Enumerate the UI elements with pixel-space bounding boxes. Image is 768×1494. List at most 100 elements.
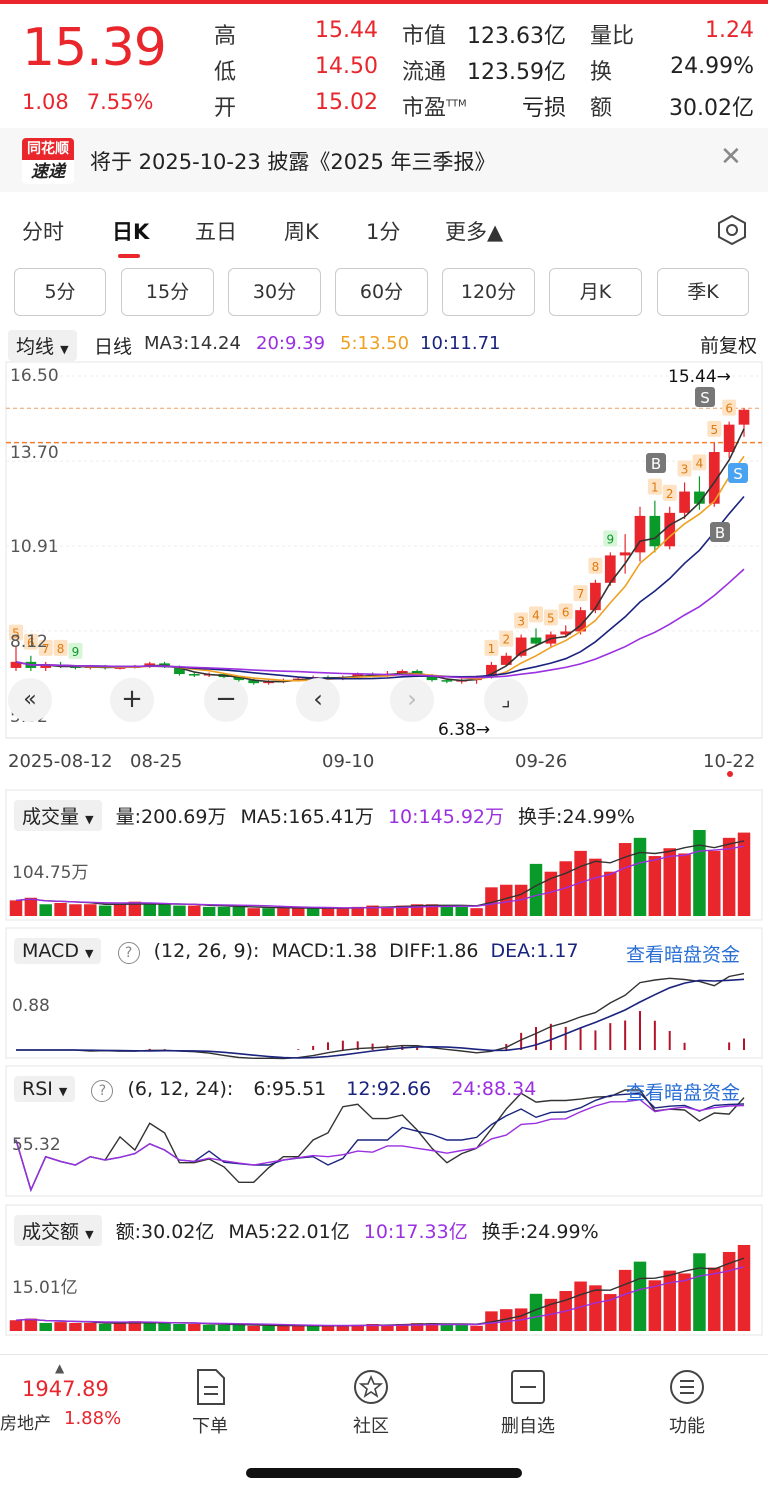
period-60min[interactable]: 60分	[335, 268, 428, 316]
ma-selector[interactable]: 均线 ▼	[8, 330, 77, 361]
zoom-in-icon[interactable]: +	[110, 678, 154, 722]
chevron-down-icon: ▼	[85, 947, 94, 960]
stat-label-high: 高	[214, 24, 237, 49]
amount-bar	[633, 1261, 647, 1331]
amount-bar	[663, 1270, 676, 1331]
tab-weekly-k[interactable]: 周K	[284, 220, 319, 244]
bs-marker-text: S	[700, 389, 710, 407]
tab-more[interactable]: 更多▲	[445, 220, 504, 244]
signal-tag-text: 2	[666, 487, 674, 501]
signal-tag-text: 1	[651, 481, 659, 495]
stat-value-pe: 亏损	[521, 96, 566, 121]
period-monthly-k[interactable]: 月K	[549, 268, 642, 316]
x-tick-0: 2025-08-12	[8, 751, 113, 772]
amount-ma10-line	[15, 1266, 745, 1327]
tab-intraday[interactable]: 分时	[22, 220, 64, 244]
help-icon[interactable]: ?	[91, 1080, 114, 1102]
dark-pool-link-rsi[interactable]: 查看暗盘资金	[626, 1082, 741, 1104]
nav-community[interactable]: 社区	[326, 1367, 416, 1438]
candle-body	[530, 637, 542, 644]
signal-tag	[603, 530, 618, 547]
volume-bar	[24, 897, 38, 916]
prev-icon[interactable]: ‹	[296, 678, 340, 722]
period-30min[interactable]: 30分	[228, 268, 321, 316]
period-quarterly-k[interactable]: 季K	[657, 268, 749, 316]
nav-remove-watchlist[interactable]: 删自选	[483, 1367, 573, 1438]
amount-bar	[529, 1293, 543, 1331]
volume-turnover: 换手:24.99%	[518, 806, 635, 828]
nav-functions[interactable]: 功能	[642, 1367, 732, 1438]
report-notice-banner[interactable]: 同花顺 速递 将于 2025-10-23 披露《2025 年三季报》 ✕	[0, 128, 768, 192]
stat-value-low: 14.50	[315, 54, 378, 79]
rsi-selector-label: RSI	[22, 1078, 53, 1100]
volume-bar	[143, 904, 156, 916]
amount-selector-label: 成交额	[22, 1221, 80, 1243]
signal-tag	[722, 399, 737, 416]
top-accent-bar	[0, 0, 768, 4]
period-120min[interactable]: 120分	[442, 268, 535, 316]
volume-bar	[39, 904, 52, 916]
sector-name[interactable]: 房地产	[0, 1414, 51, 1434]
ma20-value: 20:9.39	[256, 333, 326, 354]
change-percent: 7.55%	[86, 90, 154, 114]
stat-label-mktcap: 市值	[402, 24, 447, 49]
home-indicator	[246, 1468, 522, 1478]
volume-bar	[351, 906, 364, 916]
amount-bar	[693, 1253, 706, 1331]
period-15min[interactable]: 15分	[121, 268, 214, 316]
signal-tag-text: 4	[696, 456, 704, 470]
settings-hexagon-icon[interactable]	[716, 214, 748, 246]
volume-bar	[247, 908, 260, 916]
zoom-out-icon[interactable]: −	[204, 678, 248, 722]
signal-tag-text: 5	[12, 627, 20, 641]
sector-pct: 1.88%	[64, 1408, 122, 1429]
volume-bar	[69, 904, 82, 916]
rsi-selector[interactable]: RSI ▼	[14, 1076, 76, 1102]
next-icon[interactable]: ›	[390, 678, 434, 722]
sector-index-value[interactable]: 1947.89	[22, 1377, 109, 1401]
period-5min[interactable]: 5分	[14, 268, 106, 316]
volume-ma10-line	[15, 845, 745, 909]
nav-order[interactable]: 下单	[165, 1367, 255, 1438]
quote-header: 15.39 1.08 7.55% 高 15.44 低 14.50 开 15.02 …	[0, 4, 768, 128]
tab-1min[interactable]: 1分	[366, 220, 401, 244]
amount-bar	[158, 1322, 171, 1331]
stat-value-open: 15.02	[315, 90, 378, 115]
signal-tag-text: 5	[547, 611, 555, 625]
reset-icon[interactable]: ⌟	[484, 678, 528, 722]
macd-selector[interactable]: MACD ▼	[14, 938, 102, 964]
volume-bar	[396, 905, 409, 916]
amount-bar	[217, 1324, 231, 1331]
candle-body	[560, 631, 572, 635]
amount-axis-label: 15.01亿	[12, 1278, 78, 1298]
rsi-params: (6, 12, 24):	[127, 1078, 234, 1100]
adjust-mode[interactable]: 前复权	[700, 335, 758, 357]
signal-tag	[53, 639, 68, 656]
volume-bar	[648, 856, 662, 916]
amount-bar	[143, 1322, 156, 1331]
nav-community-label: 社区	[353, 1416, 389, 1437]
tab-five-day[interactable]: 五日	[195, 220, 237, 244]
signal-tag	[692, 454, 707, 471]
low-price-marker: 6.38→	[438, 720, 491, 740]
amount-selector[interactable]: 成交额 ▼	[14, 1215, 102, 1246]
tab-daily-k[interactable]: 日K	[112, 220, 150, 244]
dark-pool-link-macd[interactable]: 查看暗盘资金	[626, 944, 741, 966]
signal-tag	[514, 612, 529, 629]
candle-body	[649, 515, 661, 547]
volume-bar	[113, 904, 127, 916]
help-icon[interactable]: ?	[117, 942, 140, 964]
price-change: 1.08 7.55%	[22, 90, 171, 114]
active-tab-indicator	[118, 254, 140, 258]
change-value: 1.08	[22, 90, 69, 114]
rsi12-value: 12:92.66	[346, 1078, 432, 1100]
ma20-line	[15, 568, 745, 679]
scroll-left-icon[interactable]: «	[8, 678, 52, 722]
stat-label-low: 低	[214, 60, 237, 85]
macd-frame	[5, 927, 763, 1059]
close-icon[interactable]: ✕	[720, 142, 742, 172]
volume-bar	[618, 843, 632, 916]
volume-selector[interactable]: 成交量 ▼	[14, 800, 102, 831]
candle-body	[664, 512, 676, 547]
